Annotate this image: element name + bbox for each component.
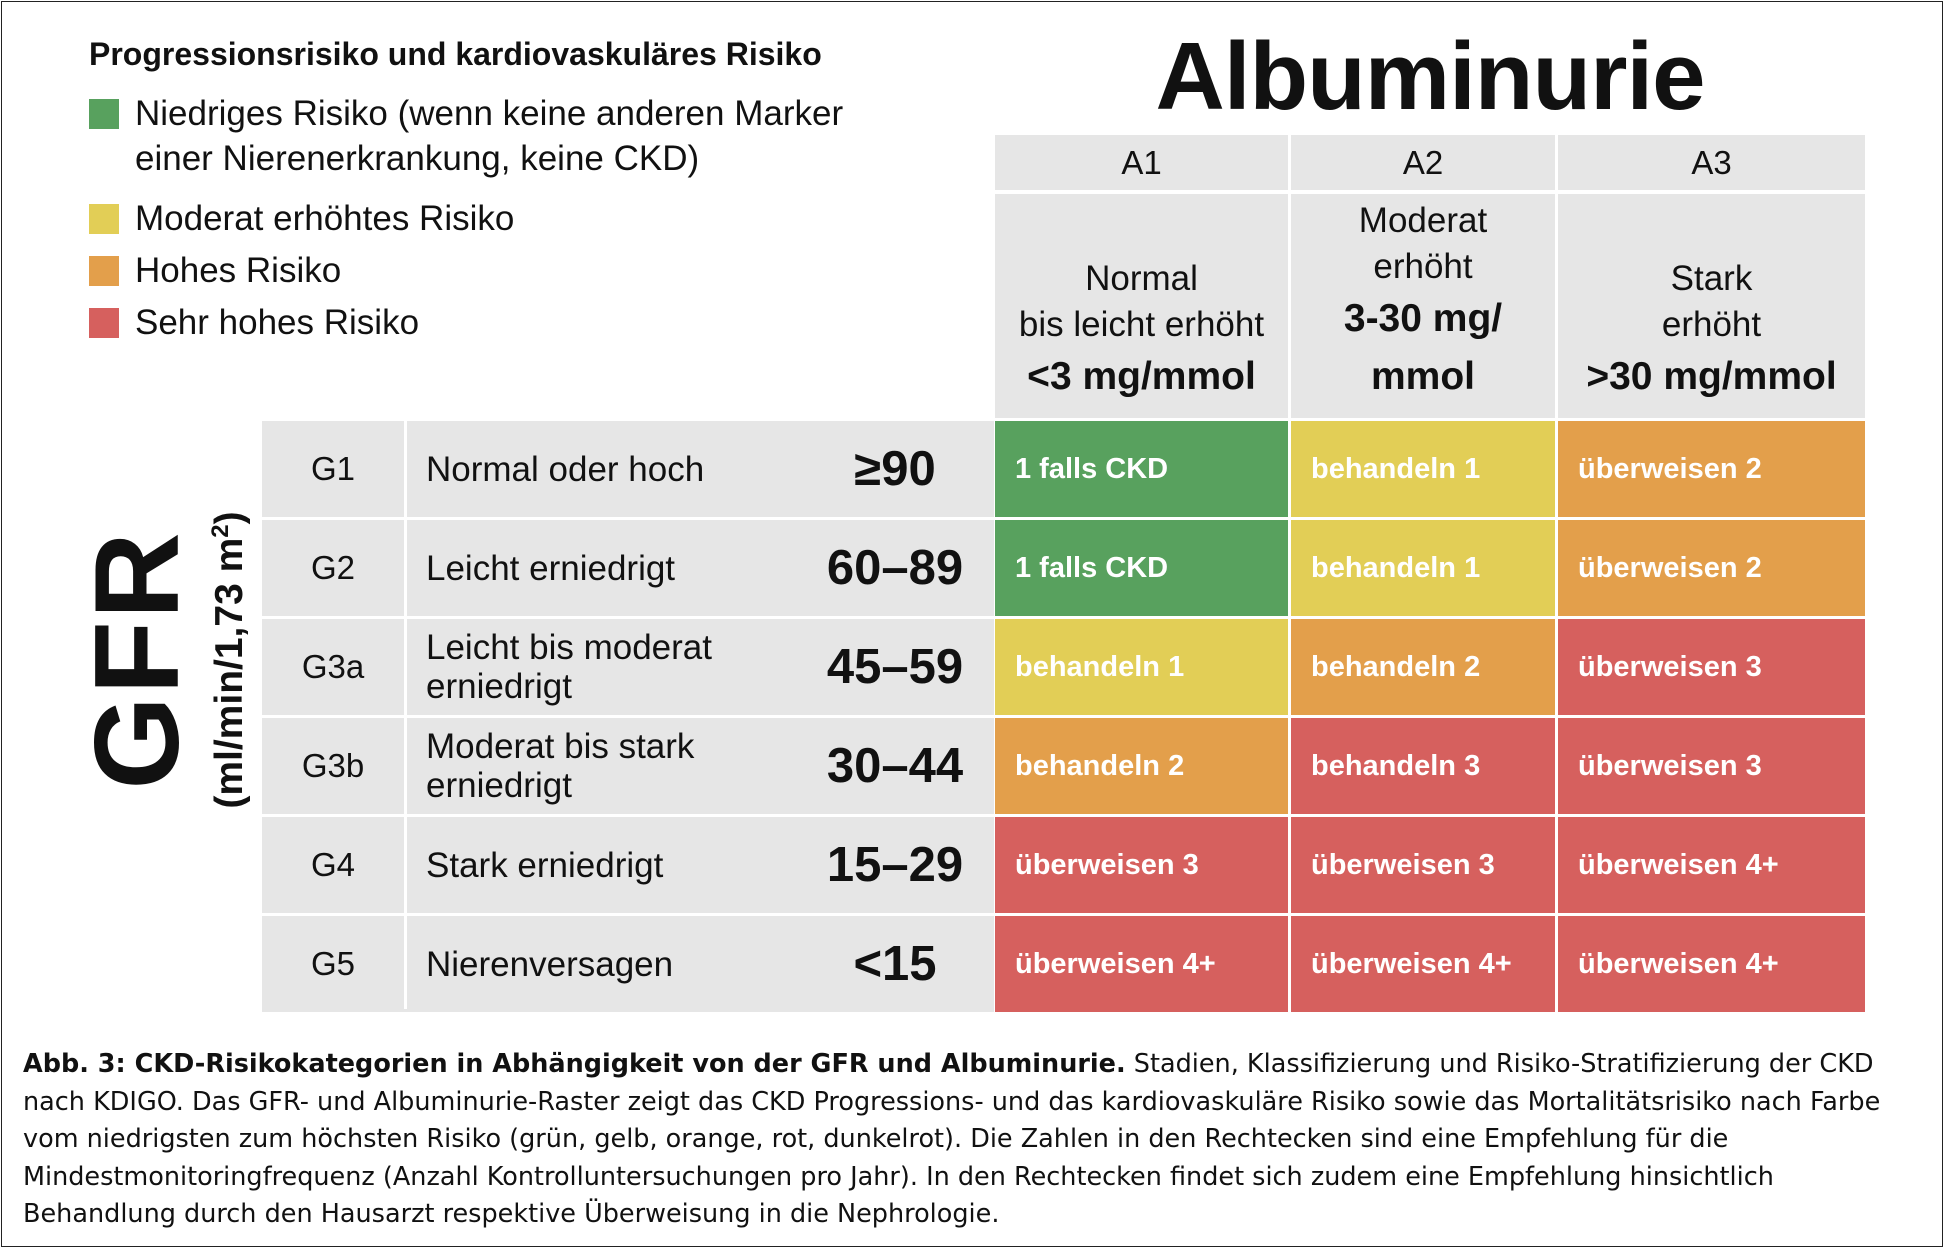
gfr-stage-code: G3a [301,648,365,685]
risk-cell: überweisen 4+ [995,916,1288,1012]
albuminurie-code-a3: A3 [1558,135,1865,190]
figure-caption: Abb. 3: CKD-Risikokategorien in Abhängig… [23,1046,1923,1234]
gfr-stage-description: Leicht erniedrigt [426,548,676,588]
albuminurie-category: Normal bis leicht erhöht <3 mg/mmol [995,194,1288,418]
risk-cell: überweisen 4+ [1291,916,1555,1012]
gfr-stage-code: G3b [301,747,365,784]
legend-item: Niedriges Risiko (wenn keine anderen Mar… [89,91,843,181]
risk-cell: überweisen 3 [995,817,1288,913]
risk-cell: behandeln 1 [1291,520,1555,616]
risk-cell: behandeln 1 [995,619,1288,715]
gfr-stage-range: 60–89 [826,541,964,595]
gfr-row [262,718,994,814]
category-threshold: >30 mg/mmol [1586,355,1837,398]
gfr-row [262,619,994,715]
gfr-stage-description: Nierenversagen [426,944,674,984]
albuminurie-category: Stark erhöht >30 mg/mmol [1558,194,1865,418]
gfr-stage-description: Moderat bis stark erniedrigt [426,727,695,805]
category-description: Moderat erhöht [1358,201,1488,286]
legend-title: Progressionsrisiko und kardiovaskuläres … [89,36,822,72]
gfr-stage-range: ≥90 [854,442,936,496]
gfr-stage-range: 15–29 [826,838,964,892]
risk-cell: 1 falls CKD [995,421,1288,517]
caption-text: Stadien, Klassifizierung und Risiko-Stra… [23,1049,1881,1229]
risk-cell: überweisen 4+ [1558,916,1865,1012]
gfr-title: GFR [70,530,204,790]
risk-cell: überweisen 3 [1291,817,1555,913]
gfr-stage-code: G4 [310,846,356,883]
legend-item: Moderat erhöhtes Risiko [89,196,514,241]
gfr-row [262,421,994,517]
risk-cell: überweisen 2 [1558,520,1865,616]
gfr-row [262,916,994,1012]
category-threshold: <3 mg/mmol [1027,355,1256,398]
gfr-stage-code: G5 [310,945,356,982]
albuminurie-code-a1: A1 [995,135,1288,190]
gfr-axis-label: GFR (ml/min/1,73 m2) [70,425,258,895]
legend-label: Sehr hohes Risiko [135,303,420,342]
risk-cell: überweisen 4+ [1558,817,1865,913]
gfr-stage-range: 30–44 [826,739,964,793]
risk-cell: behandeln 3 [1291,718,1555,814]
risk-cell: überweisen 3 [1558,718,1865,814]
legend-label: Hohes Risiko [135,251,342,290]
gfr-unit: (ml/min/1,73 m2) [207,511,251,809]
risk-cell: überweisen 3 [1558,619,1865,715]
legend-item: Sehr hohes Risiko [89,300,419,345]
gfr-stage-description: Leicht bis moderat erniedrigt [426,628,712,706]
gfr-stage-range: <15 [853,937,937,991]
risk-cell: behandeln 2 [995,718,1288,814]
caption-title: Abb. 3: CKD-Risikokategorien in Abhängig… [23,1049,1126,1079]
legend-swatch [89,99,119,129]
legend-swatch [89,308,119,338]
albuminurie-title: Albuminurie [1155,23,1705,130]
gfr-stage-description: Normal oder hoch [426,449,705,489]
gfr-stage-code: G2 [310,549,356,586]
albuminurie-category: Moderat erhöht 3-30 mg/ mmol [1291,194,1555,418]
risk-cell: behandeln 1 [1291,421,1555,517]
gfr-row [262,520,994,616]
category-description: Stark erhöht [1661,259,1762,344]
legend-swatch [89,256,119,286]
risk-cell: 1 falls CKD [995,520,1288,616]
risk-cell: behandeln 2 [1291,619,1555,715]
gfr-row [262,817,994,913]
risk-cell: überweisen 2 [1558,421,1865,517]
legend-item: Hohes Risiko [89,248,341,293]
legend-label: Niedriges Risiko (wenn keine anderen Mar… [135,94,844,178]
category-threshold: 3-30 mg/ mmol [1343,297,1503,398]
column-divider [404,421,407,1009]
legend-swatch [89,204,119,234]
albuminurie-code-a2: A2 [1291,135,1555,190]
category-description: Normal bis leicht erhöht [1018,259,1265,344]
gfr-stage-range: 45–59 [826,640,964,694]
gfr-stage-code: G1 [310,450,356,487]
legend-label: Moderat erhöhtes Risiko [135,199,515,238]
gfr-stage-description: Stark erniedrigt [426,845,664,885]
